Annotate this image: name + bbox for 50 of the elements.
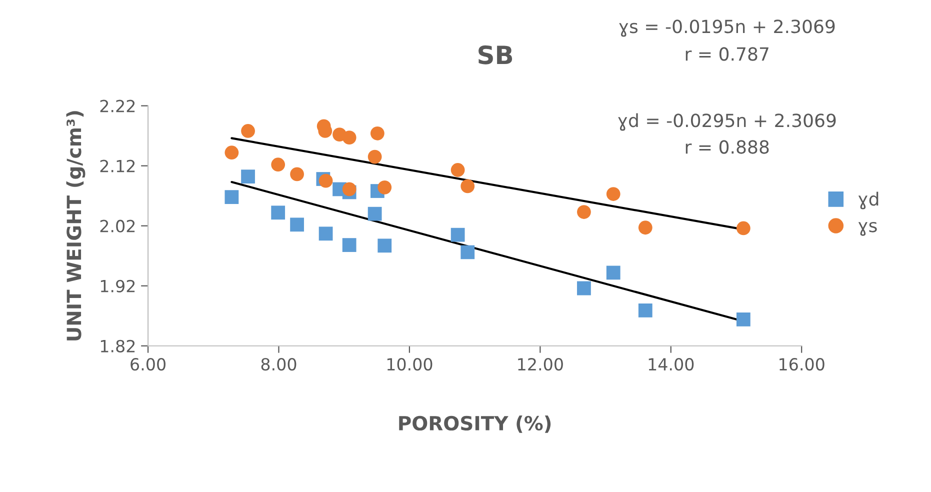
point (224, 146, 239, 160)
x-axis-title: POROSITY (%) (399, 416, 551, 433)
point (736, 312, 750, 326)
annotation: r = 0.888 (686, 140, 769, 154)
point (460, 245, 475, 260)
legend-label: ɣs (858, 222, 877, 236)
text: ɣs = -0.0195n + 2.3069 (619, 20, 835, 37)
point (736, 221, 750, 236)
y-tick-label: 1.92 (100, 280, 135, 292)
x-tick-label: 8.00 (261, 358, 296, 371)
legend-label: ɣd (858, 192, 878, 210)
point (342, 238, 356, 252)
point (450, 228, 465, 242)
y-tick-label: 1.82 (100, 340, 135, 352)
point (290, 218, 304, 232)
point (342, 130, 356, 145)
x-tick-label: 16.00 (780, 358, 824, 371)
point (342, 182, 356, 196)
y-tick-label: 2.22 (100, 100, 135, 112)
point (271, 158, 286, 172)
y-tick-label: 2.12 (100, 160, 135, 172)
point (460, 179, 475, 194)
point (606, 266, 620, 280)
point (370, 126, 384, 140)
annotation: ɣd = -0.0295n + 2.3069 (618, 113, 836, 131)
x-tick-label: 14.00 (648, 358, 694, 371)
y-axis-title: UNIT WEIGHT (g/cm³) (66, 111, 86, 340)
point (290, 167, 304, 182)
chart-title: SB (478, 45, 512, 64)
x-tick-label: 6.00 (130, 358, 166, 371)
point (606, 187, 620, 201)
x-tick-label: 12.00 (518, 358, 563, 371)
point (378, 180, 392, 194)
point (318, 174, 333, 188)
point (577, 281, 591, 296)
point (638, 220, 652, 235)
x-tick-label: 10.00 (387, 358, 432, 371)
point (271, 206, 286, 220)
text: r = 0.787 (686, 47, 768, 61)
point (224, 190, 239, 204)
point (241, 124, 255, 138)
point (450, 163, 465, 177)
point (638, 304, 652, 318)
point (577, 205, 591, 219)
point (241, 170, 255, 184)
y-tick-label: 2.02 (100, 220, 135, 232)
point (368, 206, 382, 221)
point (368, 150, 382, 164)
point (378, 238, 392, 253)
point (318, 226, 333, 241)
